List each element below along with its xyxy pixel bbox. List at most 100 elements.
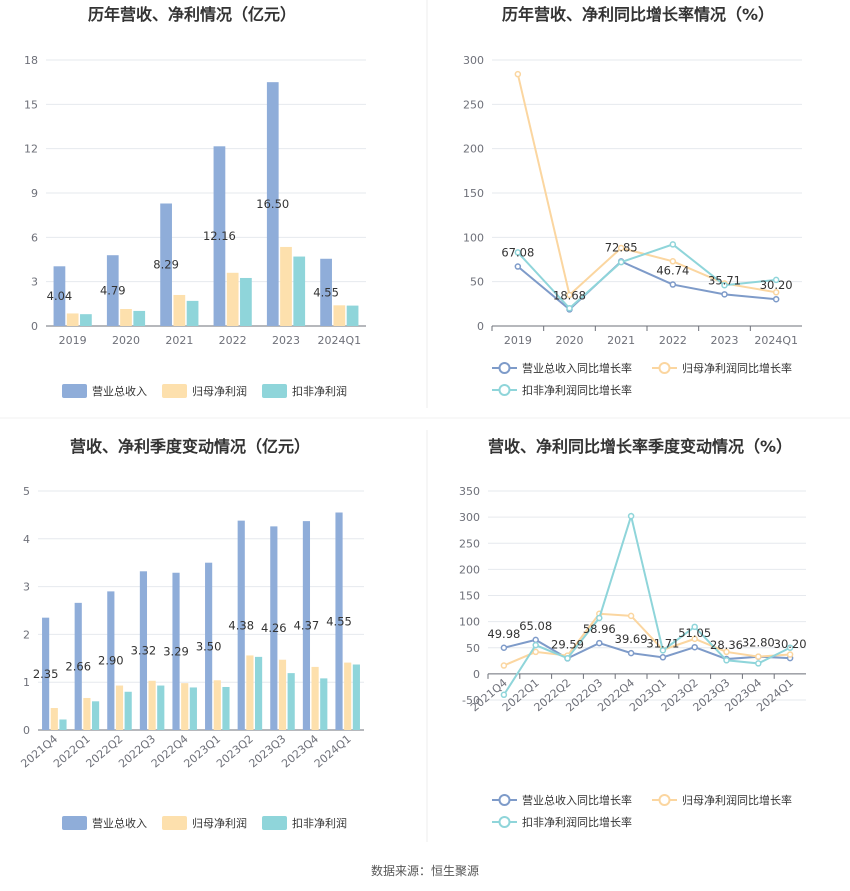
x-tick-label: 2022 (659, 334, 687, 347)
bar-parent-profit (278, 659, 287, 730)
y-tick-label: 100 (459, 616, 480, 629)
legend-label: 扣非净利润同比增长率 (522, 815, 632, 829)
data-point (723, 648, 730, 656)
data-point (691, 623, 698, 631)
data-point (500, 662, 508, 669)
bar-revenue (42, 617, 50, 730)
legend-label: 归母净利润同比增长率 (682, 793, 792, 807)
legend-item[interactable]: 归母净利润 (162, 384, 247, 398)
legend-swatch (262, 816, 287, 830)
legend-marker (498, 816, 511, 828)
y-tick-label: 100 (463, 231, 484, 244)
legend-item[interactable]: 营业总收入同比增长率 (492, 793, 632, 807)
data-label: 35.71 (708, 273, 741, 287)
data-point (772, 289, 780, 296)
data-label: 2.90 (98, 654, 124, 668)
bar-parent-profit (344, 662, 352, 730)
x-tick-label: 2023 (272, 334, 300, 347)
data-point (566, 291, 573, 299)
data-point (669, 258, 677, 265)
legend-item[interactable]: 扣非净利润 (262, 384, 347, 398)
legend-label: 归母净利润 (192, 384, 247, 398)
legend-item[interactable]: 营业总收入同比增长率 (492, 361, 632, 375)
series-line-revenue (517, 260, 777, 311)
legend-item[interactable]: 扣非净利润同比增长率 (492, 815, 632, 829)
data-label: 31.71 (646, 636, 679, 650)
bar-deducted-profit (240, 277, 252, 326)
bar-parent-profit (213, 680, 221, 730)
y-tick-label: 3 (31, 276, 38, 289)
bar-parent-profit (226, 272, 239, 326)
data-point (669, 281, 677, 288)
data-label: 4.26 (261, 621, 287, 635)
bar-revenue (107, 591, 115, 730)
series-line-deducted-profit (503, 512, 791, 696)
legend-item[interactable]: 营业总收入 (62, 384, 147, 398)
bar-deducted-profit (352, 664, 360, 730)
data-label: 2.35 (33, 667, 59, 681)
bar-parent-profit (173, 294, 186, 326)
y-tick-label: 200 (463, 143, 484, 156)
data-point (566, 305, 573, 312)
bar-deducted-profit (254, 656, 263, 730)
y-tick-label: 6 (31, 231, 38, 244)
bar-deducted-profit (59, 719, 67, 730)
data-label: 18.68 (553, 288, 586, 302)
y-tick-label: 150 (463, 187, 484, 200)
legend-item[interactable]: 归母净利润同比增长率 (652, 361, 792, 375)
data-label: 3.29 (163, 644, 189, 658)
y-tick-label: -50 (462, 694, 480, 707)
data-label: 8.29 (153, 258, 179, 272)
x-tick-label: 2021 (165, 334, 193, 347)
x-tick-label: 2024Q1 (754, 334, 798, 347)
bar-deducted-profit (346, 305, 359, 326)
data-label: 39.69 (615, 632, 648, 646)
series-line-parent-profit (503, 612, 791, 667)
data-label: 49.98 (487, 627, 520, 641)
legend-label: 扣非净利润同比增长率 (522, 383, 632, 397)
data-point (514, 263, 522, 270)
annual-amount-chart: 历年营收、净利情况（亿元） 0 3 6 9 12 15 18 2019 2020 2021 2022 2… (24, 5, 366, 398)
legend-label: 归母净利润 (192, 816, 247, 830)
data-point (723, 657, 730, 664)
data-point (691, 635, 698, 643)
y-tick-label: 3 (23, 581, 30, 594)
bar-parent-profit (120, 309, 132, 326)
legend-label: 营业总收入 (92, 816, 147, 830)
legend-label: 扣非净利润 (292, 816, 347, 830)
data-point (617, 258, 625, 266)
bar-revenue (320, 258, 332, 326)
chart-title: 营收、净利季度变动情况（亿元） (70, 437, 310, 456)
bar-parent-profit (115, 685, 124, 730)
legend-item[interactable]: 扣非净利润 (262, 816, 347, 830)
data-point (659, 647, 667, 654)
bar-deducted-profit (157, 685, 165, 730)
x-tick-label: 2020 (556, 334, 584, 347)
legend-item[interactable]: 营业总收入 (62, 816, 147, 830)
legend-item[interactable]: 扣非净利润同比增长率 (492, 383, 632, 397)
data-point (772, 276, 780, 284)
series-line-parent-profit (516, 73, 777, 297)
data-point (691, 643, 698, 651)
data-point (755, 660, 762, 667)
legend-item[interactable]: 归母净利润同比增长率 (652, 793, 792, 807)
legend-item[interactable]: 归母净利润 (162, 816, 247, 830)
bar-deducted-profit (186, 300, 199, 326)
bar-deducted-profit (320, 678, 328, 730)
data-point (532, 641, 539, 649)
data-point (659, 654, 667, 661)
data-point (596, 614, 603, 622)
bar-parent-profit (246, 655, 254, 730)
x-tick-label: 2023 (711, 334, 739, 347)
data-label: 28.36 (710, 638, 743, 652)
data-point (500, 691, 508, 699)
legend-label: 归母净利润同比增长率 (682, 361, 792, 375)
data-label: 4.38 (228, 618, 254, 632)
bar-revenue (335, 512, 343, 730)
data-label: 4.55 (313, 285, 339, 299)
data-label: 16.50 (256, 197, 289, 211)
legend-label: 营业总收入 (92, 384, 147, 398)
y-tick-label: 200 (459, 563, 480, 576)
legend-marker (498, 794, 511, 806)
bar-revenue (172, 572, 180, 730)
